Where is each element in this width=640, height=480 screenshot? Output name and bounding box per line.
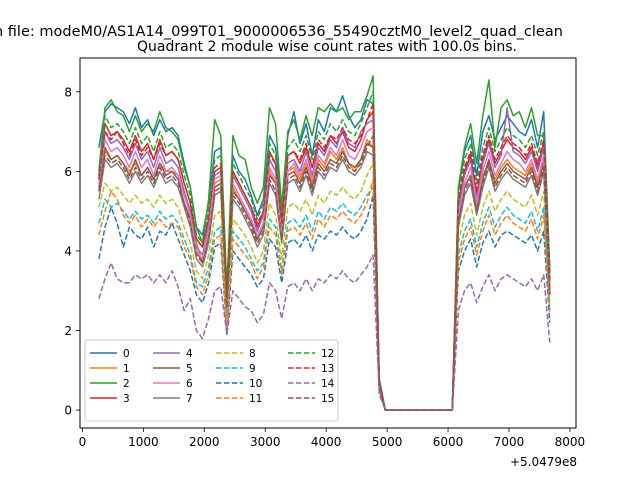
legend-label-6: 6 xyxy=(186,378,193,390)
y-tick-label: 4 xyxy=(64,244,72,258)
legend-label-3: 3 xyxy=(123,393,130,405)
x-tick-label: 1000 xyxy=(128,435,159,449)
y-tick-label: 8 xyxy=(64,85,72,99)
x-tick-label: 8000 xyxy=(555,435,586,449)
legend-label-2: 2 xyxy=(123,378,130,390)
legend-label-10: 10 xyxy=(249,378,262,390)
legend-label-15: 15 xyxy=(321,393,334,405)
legend-label-11: 11 xyxy=(249,393,262,405)
series-line-4 xyxy=(98,106,551,411)
figure-suptitle: n file: modeM0/AS1A14_099T01_9000006536_… xyxy=(0,24,563,40)
x-tick-label: 3000 xyxy=(250,435,281,449)
x-tick-label: 5000 xyxy=(372,435,403,449)
series-line-9 xyxy=(98,186,551,411)
legend-frame xyxy=(84,339,339,422)
legend-label-0: 0 xyxy=(123,348,130,360)
plot-frame xyxy=(79,57,577,429)
legend-label-4: 4 xyxy=(186,348,193,360)
series-line-6 xyxy=(98,126,551,411)
legend-label-14: 14 xyxy=(321,378,335,390)
legend-label-1: 1 xyxy=(123,363,130,375)
x-tick-label: 2000 xyxy=(189,435,220,449)
y-tick-label: 0 xyxy=(64,404,72,418)
y-tick-label: 6 xyxy=(64,165,72,179)
legend-label-9: 9 xyxy=(249,363,256,375)
x-tick-label: 0 xyxy=(79,435,87,449)
legend-label-8: 8 xyxy=(249,348,256,360)
x-tick-label: 7000 xyxy=(494,435,525,449)
y-axis: 0 2 4 6 8 xyxy=(64,85,80,418)
series-line-8 xyxy=(98,162,551,411)
legend-label-7: 7 xyxy=(186,393,193,405)
x-tick-label: 4000 xyxy=(311,435,342,449)
legend-label-13: 13 xyxy=(321,363,334,375)
x-tick-label: 6000 xyxy=(433,435,464,449)
series-line-11 xyxy=(98,178,551,411)
series-line-7 xyxy=(98,150,551,411)
chart-title: Quadrant 2 module wise count rates with … xyxy=(137,39,517,55)
series-line-12 xyxy=(98,91,551,411)
series-line-2 xyxy=(98,75,551,411)
x-axis: 0 1000 2000 3000 4000 5000 6000 7000 8000 xyxy=(79,428,586,449)
series-line-14 xyxy=(98,254,551,411)
legend-label-5: 5 xyxy=(186,363,193,375)
series-line-0 xyxy=(98,95,551,411)
x-offset-label: +5.0479e8 xyxy=(510,455,577,469)
series-line-10 xyxy=(98,194,551,411)
y-tick-label: 2 xyxy=(64,324,72,338)
legend-label-12: 12 xyxy=(321,348,334,360)
series-line-13 xyxy=(98,103,551,411)
series-layer xyxy=(98,75,551,411)
series-line-15 xyxy=(98,134,551,411)
series-line-5 xyxy=(98,142,551,411)
